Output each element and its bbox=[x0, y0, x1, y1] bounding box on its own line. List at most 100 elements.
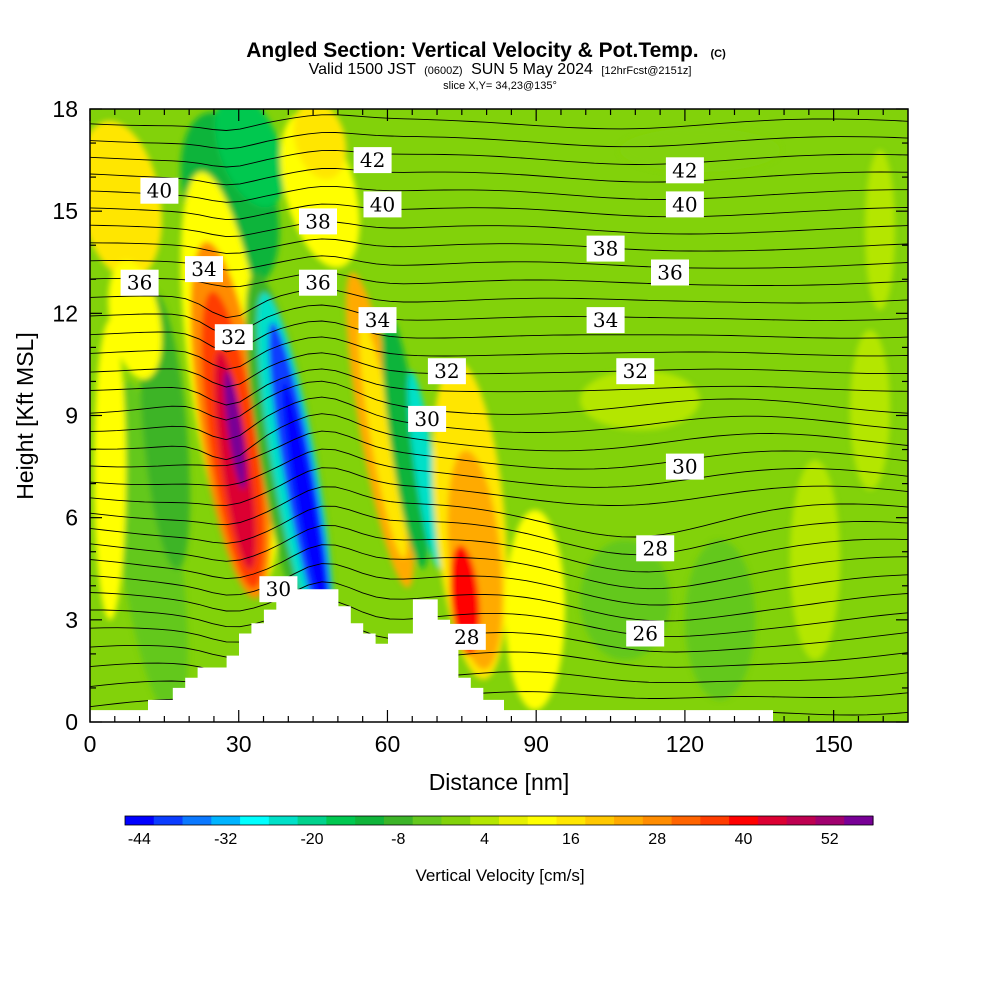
colorbar-tick-labels: -44 -32 -20 -8 4 16 28 40 52 bbox=[128, 831, 839, 848]
contour-label-box bbox=[616, 358, 655, 385]
contour-label-text: 32 bbox=[434, 359, 459, 383]
colorbar-swatch bbox=[470, 816, 500, 825]
chart-subtitle: Valid 1500 JST (0600Z) SUN 5 May 2024 [1… bbox=[309, 61, 692, 78]
contour-label: 36 bbox=[299, 269, 337, 296]
contour-label: 30 bbox=[408, 405, 447, 432]
contour-label: 40 bbox=[140, 177, 179, 204]
colorbar-tick-label: 40 bbox=[735, 831, 753, 848]
valid-date: SUN 5 May 2024 bbox=[471, 61, 593, 78]
y-tick-label: 0 bbox=[65, 709, 78, 735]
contour-label-box bbox=[185, 256, 223, 283]
potential-temperature-contours bbox=[90, 114, 908, 716]
contour-label-text: 40 bbox=[672, 192, 697, 216]
contour-label-box bbox=[447, 623, 486, 650]
title-main: Angled Section: Vertical Velocity & Pot.… bbox=[246, 39, 698, 62]
contour-label-box bbox=[665, 191, 704, 218]
contour-label-box bbox=[259, 576, 298, 603]
colorbar-swatch bbox=[527, 816, 558, 825]
colorbar-swatch bbox=[153, 816, 184, 825]
colorbar-swatch bbox=[556, 816, 586, 825]
contour-label-box bbox=[665, 453, 704, 480]
contour-label: 26 bbox=[626, 620, 665, 647]
contour-label-box bbox=[427, 358, 466, 385]
contour-label-text: 42 bbox=[360, 148, 385, 172]
contour-label-text: 42 bbox=[672, 158, 697, 182]
y-tick-label: 12 bbox=[52, 300, 78, 326]
valid-time: Valid 1500 JST bbox=[309, 61, 417, 78]
colorbar-swatch bbox=[326, 816, 356, 825]
contour-label-box bbox=[636, 535, 675, 562]
contour-label-text: 28 bbox=[642, 536, 667, 560]
contour-label-text: 38 bbox=[305, 209, 330, 233]
colorbar-tick-label: -32 bbox=[214, 831, 237, 848]
colorbar-swatch bbox=[757, 816, 788, 825]
contour-label: 42 bbox=[665, 157, 704, 184]
contour-label-box bbox=[214, 324, 253, 351]
colorbar-swatch bbox=[815, 816, 845, 825]
colorbar-swatch bbox=[642, 816, 673, 825]
colorbar-tick-label: -44 bbox=[128, 831, 151, 848]
colorbar-swatch bbox=[614, 816, 644, 825]
contour-label-text: 36 bbox=[127, 271, 152, 295]
colorbar-tick-label: 28 bbox=[648, 831, 666, 848]
colorbar-swatch bbox=[182, 816, 212, 825]
colorbar-swatch bbox=[585, 816, 615, 825]
colorbar-swatch bbox=[125, 816, 155, 825]
contour-label: 32 bbox=[616, 358, 655, 385]
colorbar-tick-label: 16 bbox=[562, 831, 580, 848]
contour-label-text: 30 bbox=[266, 577, 291, 601]
contour-label-text: 26 bbox=[632, 622, 657, 646]
x-tick-label: 30 bbox=[226, 731, 252, 757]
contour-label-box bbox=[408, 405, 447, 432]
y-tick-label: 3 bbox=[65, 607, 78, 633]
colorbar-swatch bbox=[355, 816, 385, 825]
axis-ticks bbox=[89, 108, 908, 723]
contour-label-text: 40 bbox=[370, 192, 395, 216]
valid-utc: (0600Z) bbox=[424, 65, 463, 77]
contour-label-box bbox=[626, 620, 665, 647]
colorbar-swatch bbox=[412, 816, 443, 825]
contour-label-text: 32 bbox=[221, 325, 246, 349]
contour-label: 38 bbox=[299, 208, 337, 235]
title-units: (C) bbox=[710, 48, 726, 60]
contour-label: 32 bbox=[214, 324, 253, 351]
x-tick-label: 0 bbox=[84, 731, 97, 757]
y-tick-labels: 0 3 6 9 12 15 18 bbox=[52, 96, 78, 735]
colorbar-tick-label: 4 bbox=[480, 831, 489, 848]
colorbar-swatch bbox=[729, 816, 759, 825]
contour-label: 38 bbox=[586, 235, 625, 262]
contour-label-box bbox=[651, 259, 689, 286]
contour-label-box bbox=[358, 307, 397, 334]
colorbar-swatch bbox=[499, 816, 529, 825]
contour-label-box bbox=[363, 191, 402, 218]
contour-label-box bbox=[665, 157, 704, 184]
contour-labels: 42 42 40 40 40 38 38 36 36 36 34 34 34 32 32 32 30 30 30 28… bbox=[120, 147, 704, 650]
contour-label: 36 bbox=[120, 269, 159, 296]
colorbar-frame bbox=[124, 815, 874, 826]
contour-label: 32 bbox=[427, 358, 466, 385]
contour-label: 30 bbox=[259, 576, 298, 603]
colorbar-swatch bbox=[383, 816, 414, 825]
colorbar-tick-label: -20 bbox=[300, 831, 323, 848]
y-tick-label: 9 bbox=[65, 403, 78, 429]
colorbar-tick-label: 52 bbox=[821, 831, 839, 848]
colorbar-swatch bbox=[786, 816, 817, 825]
contour-label-text: 34 bbox=[191, 257, 216, 281]
y-tick-label: 15 bbox=[52, 198, 78, 224]
x-tick-label: 90 bbox=[523, 731, 549, 757]
colorbar-swatch bbox=[844, 816, 874, 825]
forecast-info: [12hrFcst@2151z] bbox=[601, 65, 691, 77]
colorbar-swatch bbox=[297, 816, 327, 825]
colorbar-tick-label: -8 bbox=[391, 831, 405, 848]
contour-label-text: 34 bbox=[365, 308, 390, 332]
colorbar bbox=[124, 815, 874, 826]
colorbar-swatch bbox=[700, 816, 730, 825]
contour-label-text: 36 bbox=[657, 261, 682, 285]
contour-label: 36 bbox=[651, 259, 689, 286]
colorbar-swatch bbox=[268, 816, 299, 825]
x-tick-label: 150 bbox=[814, 731, 852, 757]
contour-label: 42 bbox=[353, 147, 392, 174]
colorbar-swatch bbox=[441, 816, 471, 825]
